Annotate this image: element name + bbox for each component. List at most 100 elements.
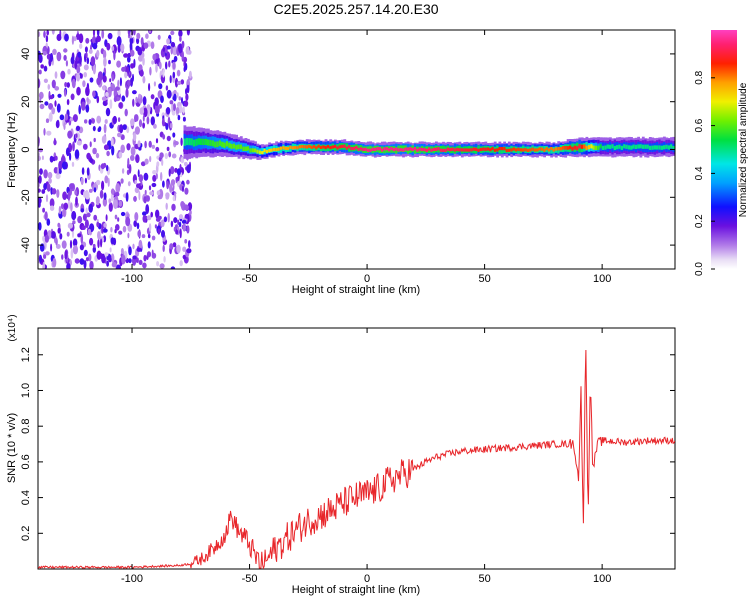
- heatmap-noise-cell: [127, 79, 131, 87]
- heatmap-band-cell: [298, 145, 302, 149]
- heatmap-band-cell: [479, 147, 483, 152]
- heatmap-band-cell: [383, 147, 387, 151]
- heatmap-noise-cell: [162, 47, 166, 52]
- heatmap-noise-cell: [102, 228, 108, 233]
- heatmap-noise-cell: [42, 235, 46, 242]
- heatmap-band-cell: [409, 147, 412, 151]
- heatmap-band-cell: [618, 144, 622, 149]
- heatmap-noise-cell: [71, 161, 75, 167]
- heatmap-noise-cell: [97, 239, 100, 249]
- heatmap-noise-cell: [160, 171, 163, 182]
- heatmap-noise-cell: [150, 41, 155, 49]
- heatmap-noise-cell: [110, 137, 114, 147]
- heatmap-band-cell: [630, 145, 633, 150]
- heatmap-noise-cell: [168, 151, 172, 158]
- heatmap-noise-cell: [72, 141, 75, 152]
- heatmap-band-cell: [550, 147, 553, 151]
- heatmap-band-cell: [644, 144, 647, 149]
- heatmap-band-cell: [251, 148, 255, 153]
- heatmap-noise-cell: [72, 220, 76, 225]
- heatmap-noise-cell: [172, 103, 176, 111]
- heatmap-noise-cell: [124, 108, 128, 117]
- heatmap-noise-cell: [120, 43, 125, 52]
- heatmap-noise-cell: [81, 225, 86, 230]
- heatmap-band-cell: [282, 146, 286, 150]
- heatmap-noise-cell: [128, 246, 132, 256]
- heatmap-noise-cell: [44, 234, 50, 243]
- heatmap-noise-cell: [56, 33, 62, 42]
- heatmap-noise-cell: [147, 234, 151, 239]
- heatmap-band-cell: [667, 145, 671, 150]
- heatmap-noise-cell: [62, 191, 67, 200]
- heatmap-noise-cell: [92, 243, 96, 248]
- heatmap-noise-cell: [96, 77, 101, 86]
- heatmap-noise-cell: [85, 207, 88, 215]
- heatmap-band-cell: [590, 144, 593, 149]
- heatmap-noise-cell: [140, 37, 144, 46]
- heatmap-noise-cell: [121, 168, 125, 174]
- heatmap-noise-cell: [165, 85, 169, 91]
- heatmap-noise-cell: [176, 80, 182, 86]
- heatmap-noise-cell: [92, 64, 96, 75]
- heatmap-band-cell: [498, 147, 502, 154]
- heatmap-noise-cell: [116, 60, 121, 68]
- heatmap-noise-cell: [115, 224, 120, 231]
- heatmap-noise-cell: [50, 243, 53, 252]
- snr-ytick-label: 0.2: [20, 526, 32, 541]
- heatmap-noise-cell: [120, 134, 125, 141]
- heatmap-band-cell: [334, 144, 337, 149]
- heatmap-band-cell: [656, 145, 659, 150]
- heatmap-noise-cell: [38, 188, 41, 193]
- heatmap-noise-cell: [165, 107, 171, 115]
- heatmap-band-cell: [637, 144, 640, 149]
- heatmap-noise-cell: [179, 228, 182, 239]
- heatmap-noise-cell: [142, 96, 147, 106]
- heatmap-noise-cell: [156, 161, 160, 167]
- heatmap-noise-cell: [49, 198, 55, 208]
- heatmap-noise-cell: [181, 51, 184, 60]
- heatmap-noise-cell: [126, 143, 131, 151]
- heatmap-band-cell: [261, 151, 264, 155]
- heatmap-band-cell: [620, 145, 624, 150]
- heatmap-noise-cell: [59, 233, 63, 240]
- heatmap-noise-cell: [113, 50, 116, 61]
- heatmap-noise-cell: [136, 222, 140, 230]
- heatmap-noise-cell: [172, 195, 176, 202]
- heatmap-noise-cell: [79, 258, 85, 265]
- snr-y-multiplier: (x10⁴): [7, 314, 18, 341]
- heatmap-noise-cell: [116, 264, 121, 269]
- heatmap-band-cell: [355, 145, 358, 150]
- snr-ytick-label: 0.6: [20, 454, 32, 469]
- heatmap-noise-cell: [67, 68, 71, 75]
- heatmap-noise-cell: [119, 124, 124, 134]
- heatmap-noise-cell: [64, 250, 68, 260]
- heatmap-noise-cell: [96, 115, 102, 124]
- heatmap-band-cell: [291, 146, 295, 150]
- heatmap-noise-cell: [122, 225, 127, 233]
- heatmap-noise-cell: [66, 262, 71, 269]
- heatmap-noise-cell: [143, 107, 148, 118]
- heatmap-noise-cell: [38, 69, 42, 75]
- heatmap-noise-cell: [142, 262, 147, 269]
- heatmap-noise-cell: [117, 117, 121, 122]
- heatmap-noise-cell: [92, 125, 96, 132]
- heatmap-noise-cell: [133, 30, 136, 36]
- heatmap-noise-cell: [98, 126, 102, 132]
- heatmap-noise-cell: [96, 179, 101, 186]
- heatmap-band-cell: [214, 141, 217, 148]
- heatmap-noise-cell: [127, 157, 130, 168]
- heatmap-noise-cell: [182, 223, 187, 232]
- heatmap-noise-cell: [130, 146, 136, 156]
- heatmap-noise-cell: [186, 30, 190, 36]
- heatmap-band-cell: [239, 144, 243, 150]
- heatmap-noise-cell: [89, 77, 94, 83]
- colorbar-tick-label: 0.4: [694, 166, 705, 180]
- heatmap-noise-cell: [161, 112, 166, 118]
- heatmap-noise-cell: [100, 163, 105, 170]
- heatmap-noise-cell: [134, 126, 140, 135]
- heatmap-noise-cell: [65, 147, 70, 157]
- heatmap-band-cell: [482, 147, 485, 151]
- heatmap-band-cell: [223, 142, 227, 148]
- heatmap-band-cell: [663, 145, 666, 150]
- heatmap-band-cell: [418, 147, 422, 151]
